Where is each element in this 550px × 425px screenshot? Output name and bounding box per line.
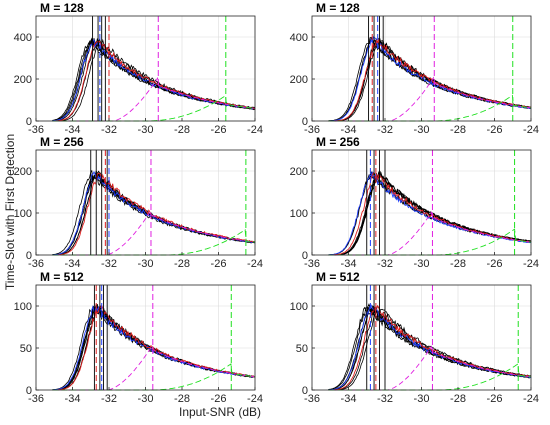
series-red-curve [52, 40, 256, 122]
y-tick-label: 200 [14, 166, 32, 178]
subplot-6: -36 -34 -32 -30 -28 -26 -24 0 50 100 M = 512 [290, 270, 539, 405]
x-tick-label: -34 [341, 258, 357, 270]
x-tick-label: -30 [138, 393, 154, 405]
x-tick-label: -26 [211, 258, 227, 270]
series-blue-curve [328, 304, 532, 391]
y-tick-label: 50 [296, 343, 308, 355]
y-tick-label: 200 [290, 166, 308, 178]
x-tick-label: -26 [487, 258, 503, 270]
x-tick-label: -28 [450, 258, 466, 270]
x-tick-label: -24 [247, 124, 263, 136]
x-tick-label: -26 [487, 393, 503, 405]
x-tick-label: -28 [450, 124, 466, 136]
series-black-curve [328, 306, 532, 390]
y-tick-label: 0 [302, 385, 308, 397]
x-tick-label: -26 [211, 124, 227, 136]
subplot-title: M = 128 [316, 1, 360, 15]
x-tick-label: -32 [101, 258, 117, 270]
subplot-title: M = 256 [316, 135, 360, 149]
x-tick-label: -36 [28, 393, 44, 405]
y-tick-label: 0 [26, 250, 32, 262]
series-red-curve [52, 172, 256, 256]
figure-ylabel: Time-Slot with First Detection [3, 133, 17, 291]
y-tick-label: 200 [290, 74, 308, 86]
x-tick-label: -28 [450, 393, 466, 405]
subplot-2: -36 -34 -32 -30 -28 -26 -24 0 200 400 M = 128 [290, 1, 539, 136]
x-tick-label: -34 [65, 258, 81, 270]
x-tick-label: -36 [28, 258, 44, 270]
subplot-1: -36 -34 -32 -30 -28 -26 -24 0 200 400 M = 128 [14, 1, 263, 136]
x-tick-label: -36 [28, 124, 44, 136]
x-tick-label: -36 [304, 124, 320, 136]
x-tick-label: -30 [414, 124, 430, 136]
series-blue-curve [52, 170, 256, 256]
x-tick-label: -30 [414, 258, 430, 270]
y-tick-label: 0 [26, 385, 32, 397]
x-tick-label: -34 [65, 393, 81, 405]
x-tick-label: -32 [377, 258, 393, 270]
x-tick-label: -24 [523, 393, 539, 405]
x-tick-label: -24 [247, 393, 263, 405]
subplot-3: -36 -34 -32 -30 -28 -26 -24 0 100 200 M = 256 [14, 135, 263, 270]
x-tick-label: -28 [174, 393, 190, 405]
x-tick-label: -30 [138, 258, 154, 270]
y-tick-label: 400 [290, 32, 308, 44]
x-tick-label: -32 [377, 393, 393, 405]
x-tick-label: -30 [138, 124, 154, 136]
subplot-title: M = 128 [40, 1, 84, 15]
subplot-title: M = 256 [40, 135, 84, 149]
y-tick-label: 200 [14, 74, 32, 86]
ylabel-container: Time-Slot with First Detection [0, 0, 20, 425]
x-tick-label: -34 [65, 124, 81, 136]
x-tick-label: -36 [304, 258, 320, 270]
x-tick-label: -24 [523, 258, 539, 270]
series-red-curve [328, 171, 532, 256]
x-tick-label: -26 [487, 124, 503, 136]
x-tick-label: -24 [247, 258, 263, 270]
x-tick-label: -36 [304, 393, 320, 405]
subplot-5: -36 -34 -32 -30 -28 -26 -24 0 50 100 M = 512 [14, 270, 263, 405]
series-blue-curve [328, 36, 532, 122]
series-blue-curve [52, 304, 256, 391]
x-tick-label: -34 [341, 393, 357, 405]
y-tick-label: 100 [290, 208, 308, 220]
figure-xlabel: Input-SNR (dB) [178, 405, 262, 419]
x-tick-label: -24 [523, 124, 539, 136]
x-tick-label: -28 [174, 258, 190, 270]
x-tick-label: -32 [101, 393, 117, 405]
x-tick-label: -32 [377, 124, 393, 136]
x-tick-label: -32 [101, 124, 117, 136]
x-tick-label: -34 [341, 124, 357, 136]
y-tick-label: 50 [20, 343, 32, 355]
y-tick-label: 0 [26, 116, 32, 128]
y-tick-label: 400 [14, 32, 32, 44]
x-tick-label: -26 [211, 393, 227, 405]
y-tick-label: 100 [14, 301, 32, 313]
x-tick-label: -30 [414, 393, 430, 405]
subplot-4: -36 -34 -32 -30 -28 -26 -24 0 100 200 M = 256 [290, 135, 539, 270]
series-red-curve [328, 305, 532, 391]
y-tick-label: 0 [302, 116, 308, 128]
subplot-title: M = 512 [40, 270, 84, 284]
x-tick-label: -28 [174, 124, 190, 136]
y-tick-label: 0 [302, 250, 308, 262]
y-tick-label: 100 [290, 301, 308, 313]
y-tick-label: 100 [14, 208, 32, 220]
subplot-title: M = 512 [316, 270, 360, 284]
